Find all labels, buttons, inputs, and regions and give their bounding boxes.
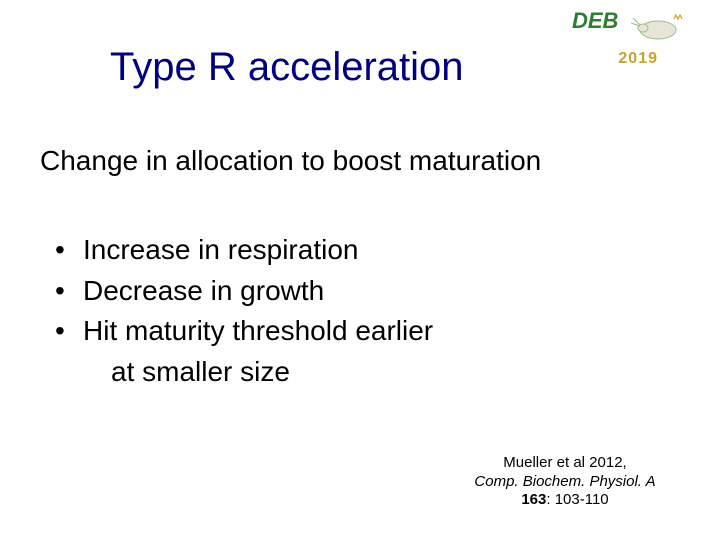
year-label: 2019 xyxy=(618,50,658,68)
waterflea-icon xyxy=(628,14,683,42)
slide-title: Type R acceleration xyxy=(110,45,464,90)
bullet-list: • Increase in respiration • Decrease in … xyxy=(55,230,433,392)
bullet-item: • Decrease in growth xyxy=(55,271,433,312)
bullet-continuation: at smaller size xyxy=(55,352,433,393)
citation-journal: Comp. Biochem. Physiol. A xyxy=(474,473,655,490)
deb-logo-text: DEB xyxy=(572,8,618,34)
citation-authors: Mueller et al 2012, xyxy=(503,454,626,471)
bullet-dot-icon: • xyxy=(55,230,83,271)
bullet-dot-icon: • xyxy=(55,311,83,352)
bullet-dot-icon: • xyxy=(55,271,83,312)
citation: Mueller et al 2012, Comp. Biochem. Physi… xyxy=(450,454,680,510)
citation-volume: 163 xyxy=(521,491,546,508)
citation-pages: : 103-110 xyxy=(546,491,608,508)
bullet-item: • Increase in respiration xyxy=(55,230,433,271)
slide: DEB 2019 Type R acceleration Change in a… xyxy=(0,0,720,540)
bullet-text: Increase in respiration xyxy=(83,230,358,271)
bullet-text: Decrease in growth xyxy=(83,271,324,312)
slide-subtitle: Change in allocation to boost maturation xyxy=(40,145,541,177)
bullet-item: • Hit maturity threshold earlier xyxy=(55,311,433,352)
bullet-text: Hit maturity threshold earlier xyxy=(83,311,433,352)
